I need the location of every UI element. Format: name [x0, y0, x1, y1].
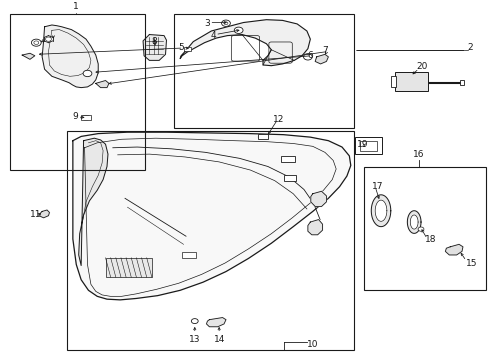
- Ellipse shape: [81, 116, 91, 120]
- Polygon shape: [374, 200, 386, 221]
- Bar: [283, 175, 295, 181]
- Text: 19: 19: [356, 140, 367, 149]
- Circle shape: [234, 27, 243, 33]
- Text: 8: 8: [151, 37, 156, 46]
- Text: 3: 3: [204, 19, 210, 28]
- Text: 5: 5: [178, 44, 184, 53]
- Bar: [359, 141, 376, 151]
- Circle shape: [303, 54, 312, 60]
- Text: 2: 2: [467, 43, 472, 52]
- Text: 4: 4: [210, 31, 216, 40]
- Text: 12: 12: [272, 115, 284, 124]
- Polygon shape: [143, 35, 166, 60]
- Polygon shape: [22, 53, 35, 59]
- Polygon shape: [79, 138, 108, 266]
- Circle shape: [34, 41, 39, 44]
- Bar: [281, 156, 294, 162]
- Polygon shape: [310, 191, 326, 207]
- Polygon shape: [445, 244, 462, 255]
- Polygon shape: [40, 210, 49, 218]
- Circle shape: [224, 22, 227, 24]
- Polygon shape: [180, 20, 310, 66]
- Bar: [183, 46, 191, 51]
- Bar: [394, 72, 427, 91]
- Circle shape: [191, 319, 198, 324]
- Text: 9: 9: [73, 112, 79, 121]
- Text: 15: 15: [466, 259, 477, 268]
- Polygon shape: [409, 215, 417, 229]
- Polygon shape: [370, 195, 390, 227]
- Bar: [390, 76, 395, 87]
- Text: 20: 20: [415, 62, 427, 71]
- Text: 10: 10: [306, 339, 318, 348]
- Text: 16: 16: [412, 150, 424, 159]
- Polygon shape: [315, 54, 328, 64]
- Polygon shape: [206, 318, 225, 327]
- Text: 14: 14: [213, 335, 224, 344]
- Text: 17: 17: [371, 182, 383, 191]
- Polygon shape: [407, 211, 420, 233]
- Circle shape: [221, 20, 230, 26]
- Bar: [173, 14, 353, 127]
- Text: 7: 7: [322, 46, 327, 55]
- Polygon shape: [307, 220, 322, 235]
- Bar: [10, 14, 144, 170]
- Bar: [258, 134, 267, 139]
- FancyBboxPatch shape: [354, 138, 381, 154]
- Circle shape: [45, 37, 51, 41]
- Bar: [363, 167, 485, 290]
- Bar: [182, 252, 195, 258]
- Bar: [105, 258, 152, 277]
- Polygon shape: [73, 132, 350, 300]
- Text: 18: 18: [424, 234, 435, 243]
- Bar: [459, 80, 463, 85]
- Text: 6: 6: [306, 51, 312, 60]
- Text: 1: 1: [73, 2, 79, 11]
- Circle shape: [31, 39, 41, 46]
- Bar: [66, 131, 353, 351]
- Text: 11: 11: [30, 211, 41, 220]
- Circle shape: [417, 227, 423, 231]
- Polygon shape: [42, 25, 98, 87]
- Bar: [81, 115, 91, 120]
- Polygon shape: [96, 81, 109, 87]
- Text: 13: 13: [189, 335, 200, 344]
- Circle shape: [83, 70, 92, 77]
